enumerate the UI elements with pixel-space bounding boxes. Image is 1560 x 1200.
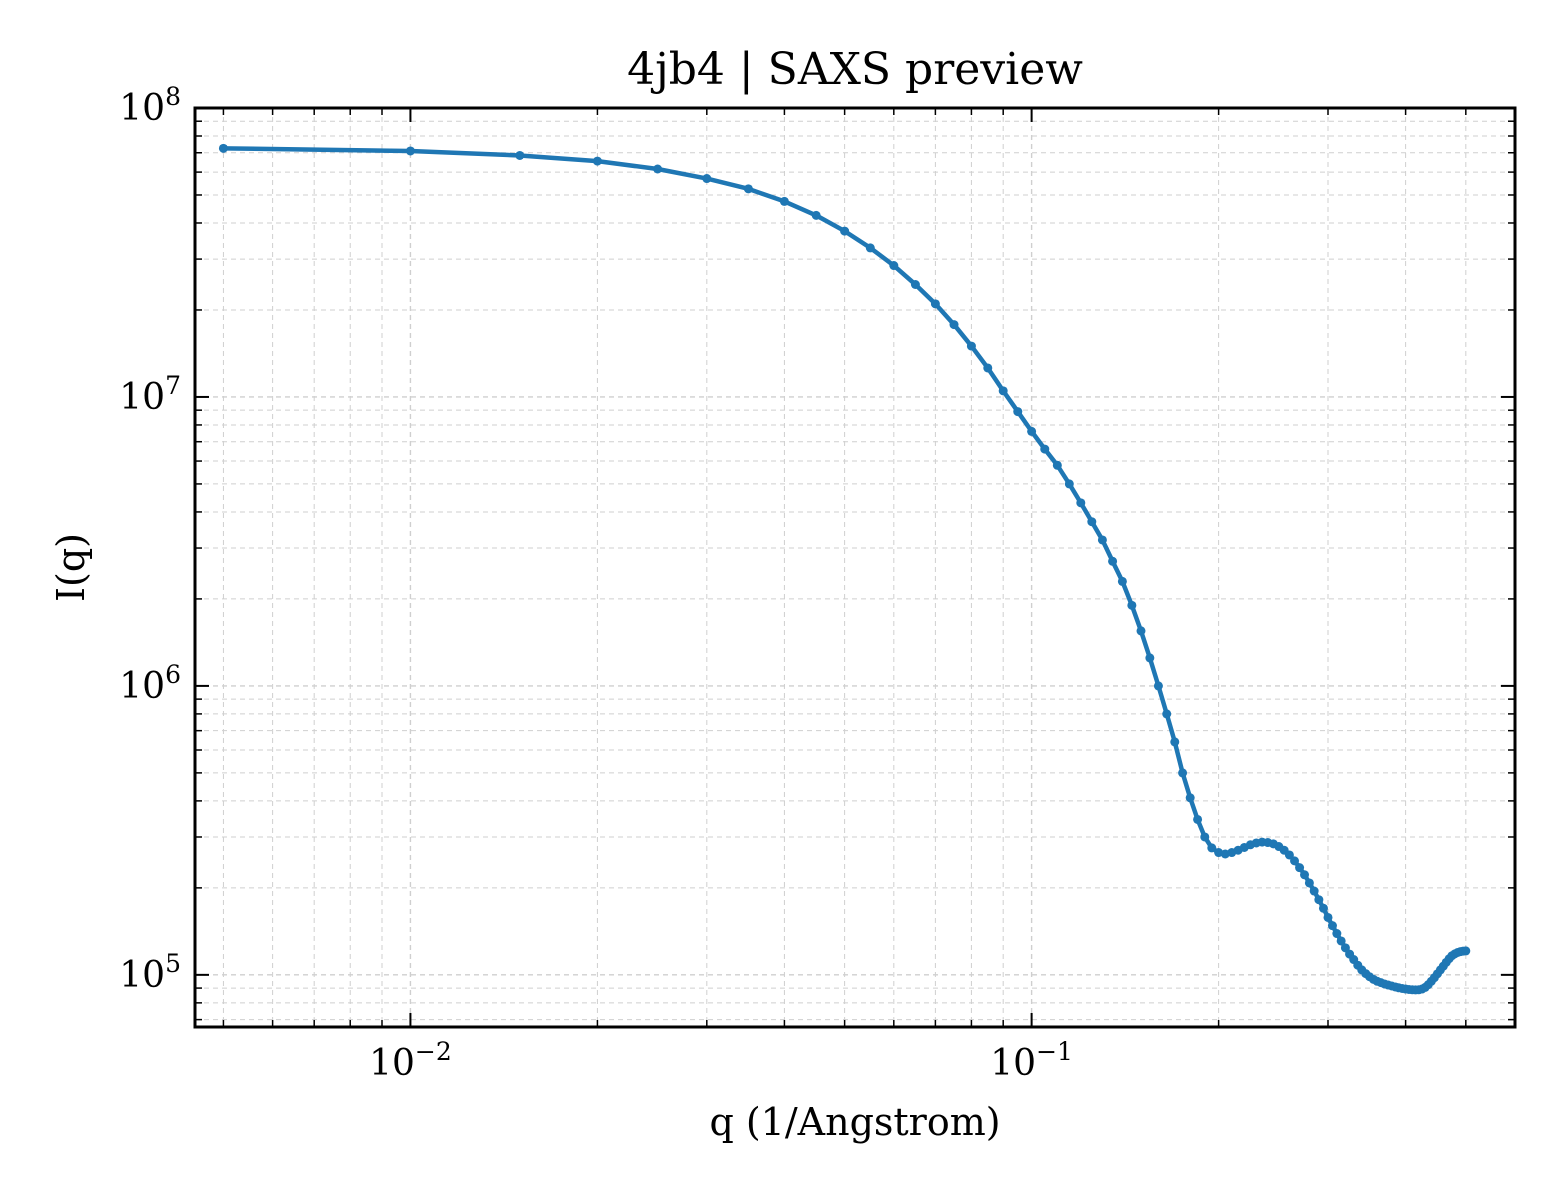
data-point [865, 243, 875, 253]
data-point [592, 156, 602, 166]
data-point [983, 363, 993, 373]
axis-ticks [195, 107, 1515, 1027]
data-point [1153, 681, 1163, 691]
data-point [1295, 863, 1305, 873]
data-point [930, 299, 940, 309]
y-tick-base: 10 [119, 955, 165, 996]
data-point [811, 210, 821, 220]
plot-frame [193, 106, 1517, 1029]
data-point [1336, 936, 1346, 946]
data-point [1127, 600, 1137, 610]
data-point [1170, 737, 1180, 747]
grid [195, 107, 1515, 1027]
data-point [653, 164, 663, 174]
x-axis-label: q (1/Angstrom) [709, 1100, 1000, 1144]
data-point [1323, 912, 1333, 922]
y-tick-base: 10 [119, 377, 165, 418]
data-point [1013, 407, 1023, 417]
data-point [515, 150, 525, 160]
data-point [1304, 878, 1314, 888]
data-point [1097, 535, 1107, 545]
data-point [949, 320, 959, 330]
data-point [1185, 793, 1195, 803]
data-point [1290, 856, 1300, 866]
x-tick-base: 10 [990, 1043, 1036, 1084]
data-point [1309, 886, 1319, 896]
data-point [1136, 626, 1146, 636]
data-point [1461, 946, 1471, 956]
data-point [1076, 498, 1086, 508]
data-point [910, 280, 920, 290]
data-point [405, 146, 415, 156]
data-point [1193, 814, 1203, 824]
data-point [1318, 903, 1328, 913]
data-point [1178, 768, 1188, 778]
data-point [1327, 921, 1337, 931]
y-tick-exponent: 8 [165, 82, 181, 111]
data-point [1027, 426, 1037, 436]
data-point [1145, 653, 1155, 663]
data-point [1052, 460, 1062, 470]
data-point [998, 386, 1008, 396]
y-tick-base: 10 [119, 666, 165, 707]
data-point [1162, 709, 1172, 719]
data-point [966, 341, 976, 351]
data-points [218, 143, 1471, 995]
data-point [889, 261, 899, 271]
y-tick-exponent: 7 [165, 371, 181, 400]
data-point [702, 174, 712, 184]
y-tick-label: 105 [119, 949, 181, 996]
data-point [743, 184, 753, 194]
y-tick-exponent: 6 [165, 660, 181, 689]
data-point [1314, 895, 1324, 905]
data-point [1207, 843, 1217, 853]
data-point [840, 226, 850, 236]
data-point [1332, 929, 1342, 939]
data-point [1040, 444, 1050, 454]
data-point [1108, 556, 1118, 566]
y-tick-exponent: 5 [165, 949, 181, 978]
x-tick-base: 10 [369, 1043, 415, 1084]
data-point [1300, 870, 1310, 880]
chart-title: 4jb4 | SAXS preview [627, 44, 1083, 95]
x-tick-label: 10−2 [369, 1037, 452, 1084]
data-point [1087, 517, 1097, 527]
data-point [1064, 479, 1074, 489]
x-tick-exponent: −1 [1036, 1037, 1073, 1066]
x-tick-label: 10−1 [990, 1037, 1073, 1084]
x-tick-exponent: −2 [415, 1037, 452, 1066]
data-point [1117, 576, 1127, 586]
y-tick-label: 106 [119, 660, 181, 707]
data-point [779, 196, 789, 206]
y-axis-label: I(q) [49, 533, 93, 602]
y-tick-label: 108 [119, 82, 181, 129]
data-point [218, 143, 228, 153]
data-point [1284, 850, 1294, 860]
y-tick-label: 107 [119, 371, 181, 418]
y-tick-base: 10 [119, 88, 165, 129]
data-point [1200, 832, 1210, 842]
